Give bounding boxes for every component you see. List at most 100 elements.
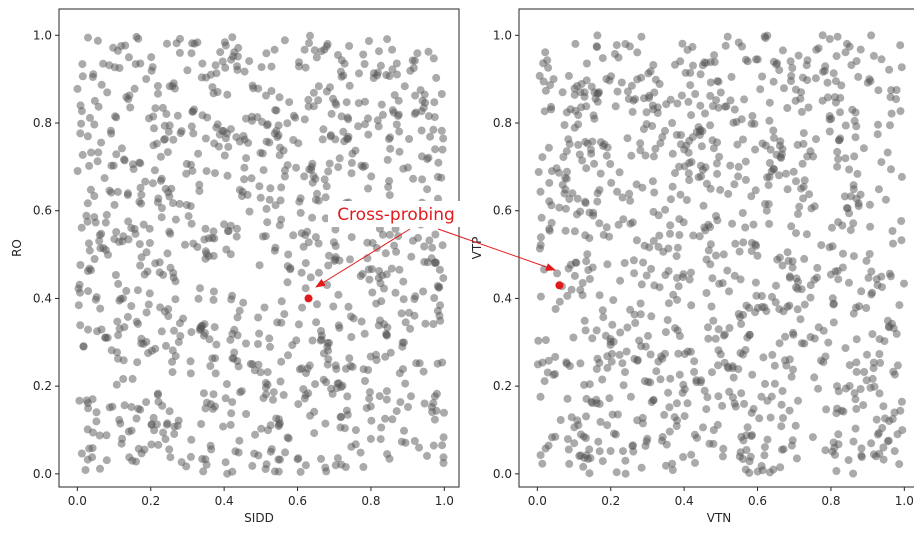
right-data-point	[563, 435, 572, 444]
left-data-point	[198, 455, 207, 463]
right-data-point	[850, 152, 859, 161]
left-data-point	[153, 198, 162, 207]
left-data-point	[308, 213, 317, 222]
left-data-point	[86, 113, 94, 122]
left-data-point	[399, 295, 408, 304]
left-data-point	[323, 40, 332, 48]
left-data-point	[111, 271, 120, 279]
left-data-point	[347, 333, 356, 341]
right-data-point	[869, 51, 878, 60]
right-data-point	[719, 250, 728, 259]
right-data-point	[538, 358, 547, 367]
right-data-point	[689, 231, 698, 240]
left-data-point	[85, 246, 94, 255]
right-data-point	[728, 393, 737, 402]
right-data-point	[885, 269, 894, 278]
right-data-point	[603, 421, 612, 430]
right-data-point	[849, 219, 858, 228]
left-data-point	[206, 362, 215, 370]
left-data-point	[227, 55, 236, 64]
left-data-point	[438, 441, 447, 450]
right-data-point	[800, 254, 809, 263]
left-data-point	[360, 329, 369, 338]
right-data-point	[687, 111, 696, 120]
left-data-point	[97, 325, 106, 334]
left-data-point	[311, 195, 320, 204]
left-y-tick-label: 0.0	[33, 467, 52, 481]
right-data-point	[598, 375, 607, 384]
right-data-point	[757, 392, 766, 401]
left-data-point	[382, 270, 391, 279]
left-data-point	[406, 66, 415, 75]
right-data-point	[562, 147, 571, 156]
left-data-point	[239, 132, 248, 140]
left-data-point	[295, 58, 303, 67]
left-data-point	[357, 317, 366, 326]
right-data-point	[674, 349, 683, 358]
left-data-point	[88, 453, 97, 462]
right-data-point	[766, 413, 775, 422]
left-highlighted-point[interactable]	[304, 294, 313, 303]
left-data-point	[182, 201, 191, 209]
right-x-tick-label: 0.4	[675, 494, 694, 508]
right-data-point	[593, 97, 602, 106]
right-data-point	[770, 361, 779, 370]
right-data-point	[541, 86, 550, 95]
left-data-point	[171, 215, 180, 224]
right-data-point	[839, 407, 848, 416]
left-data-point	[258, 149, 267, 158]
right-data-point	[714, 325, 723, 334]
right-data-point	[841, 344, 850, 353]
left-data-point	[424, 47, 433, 56]
left-data-point	[263, 218, 272, 227]
left-data-point	[313, 300, 321, 309]
right-data-point	[851, 395, 860, 404]
left-data-point	[219, 422, 228, 431]
left-data-point	[239, 298, 248, 307]
left-data-point	[226, 420, 235, 429]
left-data-point	[110, 200, 119, 209]
left-data-point	[335, 256, 344, 265]
right-data-point	[673, 273, 681, 282]
left-data-point	[163, 148, 172, 157]
left-data-point	[377, 100, 386, 109]
right-data-point	[616, 328, 625, 337]
right-data-point	[778, 46, 787, 55]
cross-probing-arrow-right	[437, 228, 556, 271]
right-data-point	[574, 140, 583, 149]
left-data-point	[432, 406, 441, 415]
right-data-point	[687, 268, 695, 277]
left-data-point	[77, 119, 86, 128]
right-highlighted-point[interactable]	[555, 281, 564, 290]
left-data-point	[430, 392, 439, 401]
left-data-point	[126, 103, 135, 112]
right-data-point	[607, 178, 616, 187]
right-data-point	[748, 370, 757, 379]
right-data-point	[584, 266, 593, 274]
right-data-point	[623, 87, 632, 96]
right-data-point	[648, 122, 657, 130]
left-data-point	[262, 390, 271, 399]
left-data-point	[233, 62, 241, 71]
left-data-point	[201, 134, 210, 143]
right-data-point	[607, 72, 616, 81]
left-data-point	[261, 378, 270, 387]
left-data-point	[284, 250, 293, 259]
left-data-point	[339, 127, 348, 136]
right-data-point	[849, 252, 858, 261]
left-data-point	[317, 47, 326, 56]
right-data-point	[889, 324, 898, 333]
right-data-point	[785, 273, 794, 282]
right-data-point	[896, 107, 905, 116]
left-data-point	[136, 159, 145, 168]
right-data-point	[563, 291, 572, 300]
right-data-point	[547, 102, 555, 111]
left-data-point	[412, 359, 421, 368]
right-data-point	[789, 330, 798, 339]
left-data-point	[438, 241, 447, 250]
right-data-point	[752, 241, 761, 250]
right-data-point	[817, 356, 825, 365]
right-data-point	[661, 271, 670, 280]
left-data-point	[276, 143, 284, 152]
left-data-point	[162, 110, 171, 118]
